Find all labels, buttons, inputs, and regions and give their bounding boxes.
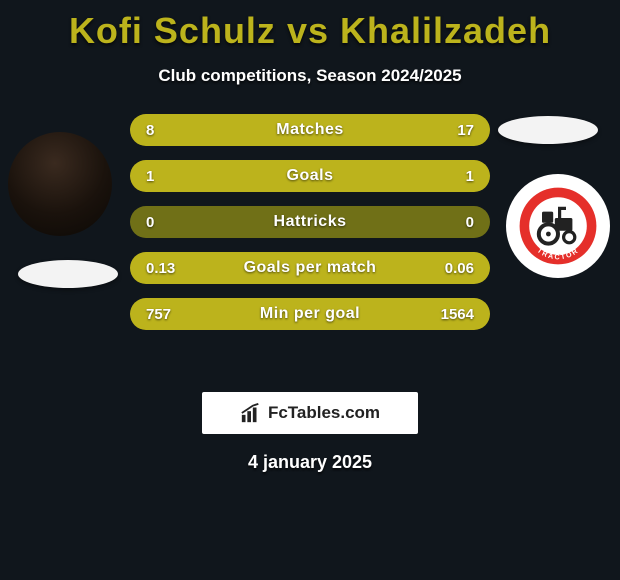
player2-flag xyxy=(498,116,598,144)
stat-row: 8 Matches 17 xyxy=(130,114,490,146)
player2-name: Khalilzadeh xyxy=(340,10,551,51)
stat-row: 0.13 Goals per match 0.06 xyxy=(130,252,490,284)
player1-name: Kofi Schulz xyxy=(69,10,276,51)
stat-value-right: 17 xyxy=(457,122,474,139)
stat-label: Matches xyxy=(276,121,344,139)
comparison-date: 4 january 2025 xyxy=(0,452,620,473)
footer-brand: FcTables.com xyxy=(202,392,418,434)
stat-value-right: 0.06 xyxy=(445,260,474,277)
subtitle: Club competitions, Season 2024/2025 xyxy=(0,66,620,86)
player2-club-badge: TRACTOR xyxy=(506,174,610,278)
stat-value-right: 1564 xyxy=(441,306,474,323)
stat-label: Min per goal xyxy=(260,305,360,323)
vs-separator: vs xyxy=(287,10,329,51)
tractor-club-icon: TRACTOR xyxy=(518,186,598,266)
player1-flag xyxy=(18,260,118,288)
comparison-arena: TRACTOR 8 Matches 17 1 Goals 1 0 Hattricks 0 0.13… xyxy=(0,114,620,374)
stat-bars: 8 Matches 17 1 Goals 1 0 Hattricks 0 0.13 Goals pe… xyxy=(130,114,490,344)
stat-row: 0 Hattricks 0 xyxy=(130,206,490,238)
stat-label: Hattricks xyxy=(274,213,347,231)
comparison-title: Kofi Schulz vs Khalilzadeh xyxy=(0,0,620,52)
stat-value-left: 1 xyxy=(146,168,154,185)
stat-value-left: 0 xyxy=(146,214,154,231)
stat-value-left: 8 xyxy=(146,122,154,139)
stat-value-left: 757 xyxy=(146,306,171,323)
chart-icon xyxy=(240,402,262,424)
stat-fill-left xyxy=(130,160,310,192)
footer-brand-text: FcTables.com xyxy=(268,403,380,423)
stat-fill-right xyxy=(310,160,490,192)
stat-value-right: 0 xyxy=(466,214,474,231)
stat-row: 1 Goals 1 xyxy=(130,160,490,192)
stat-row: 757 Min per goal 1564 xyxy=(130,298,490,330)
stat-label: Goals xyxy=(287,167,334,185)
stat-label: Goals per match xyxy=(244,259,377,277)
player1-avatar xyxy=(8,132,112,236)
stat-value-left: 0.13 xyxy=(146,260,175,277)
stat-value-right: 1 xyxy=(466,168,474,185)
